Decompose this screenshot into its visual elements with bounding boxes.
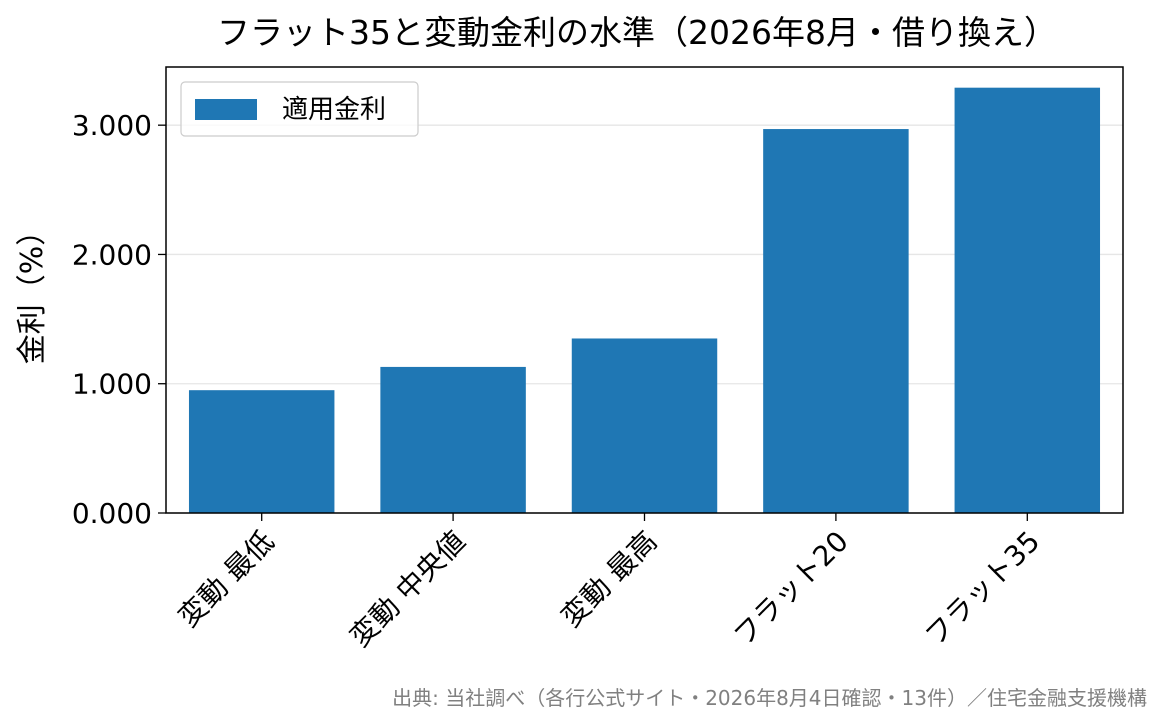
y-tick-label: 2.000 [72, 238, 152, 271]
y-tick-label: 1.000 [72, 368, 152, 401]
x-axis: 変動 最低 変動 中央値 変動 最高 フラット20 フラット35 [172, 513, 1046, 653]
x-tick-label: 変動 最高 [555, 525, 664, 634]
y-tick-label: 0.000 [72, 497, 152, 530]
x-tick-label: フラット35 [919, 525, 1047, 653]
x-tick-label: 変動 最低 [172, 525, 281, 634]
bar [763, 129, 909, 513]
source-note: 出典: 当社調べ（各行公式サイト・2026年8月4日確認・13件）／住宅金融支援… [392, 686, 1147, 710]
bar [188, 390, 335, 513]
legend-box [180, 81, 419, 137]
chart-title: フラット35と変動金利の水準（2026年8月・借り換え） [217, 13, 1057, 52]
y-tick-label: 3.000 [72, 109, 152, 142]
legend: 適用金利 [180, 81, 419, 137]
legend-swatch [195, 99, 257, 120]
bars [188, 87, 1101, 514]
y-axis-label: 金利（%） [15, 216, 50, 365]
bar [380, 366, 526, 513]
x-tick-label: 変動 中央値 [343, 525, 472, 654]
bar [954, 87, 1101, 514]
bar [571, 338, 718, 513]
x-tick-label: フラット20 [727, 525, 855, 653]
y-axis: 0.000 1.000 2.000 3.000 [72, 109, 166, 530]
legend-label: 適用金利 [282, 95, 386, 125]
